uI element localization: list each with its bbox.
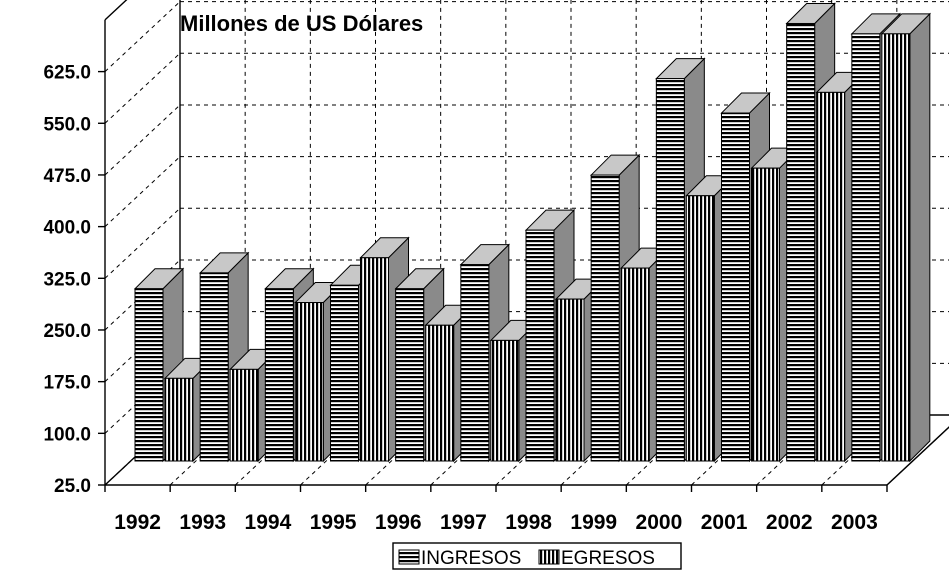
y-tick-label: 475.0: [43, 166, 91, 187]
bar-front-face: [555, 298, 585, 462]
bar-front-face: [360, 257, 389, 462]
x-tick-label: 1993: [179, 511, 226, 534]
bar-front-face: [655, 78, 685, 462]
bar-front-face: [199, 272, 229, 462]
bar-front-face: [164, 377, 194, 462]
bar-front-face: [229, 368, 259, 462]
bar-front-face: [816, 91, 846, 462]
y-tick-label: 25.0: [54, 476, 91, 497]
bar-front-face: [425, 324, 455, 462]
legend-swatch-ingresos: [398, 549, 420, 565]
legend-box: [392, 542, 682, 570]
x-tick-label: 1999: [570, 511, 617, 534]
bar-front-face: [721, 112, 750, 462]
y-tick-label: 400.0: [43, 218, 91, 239]
x-tick-label: 2002: [766, 511, 813, 534]
x-tick-label: 1995: [310, 511, 357, 534]
bar-front-face: [751, 167, 780, 462]
x-tick-label: 1994: [245, 511, 292, 534]
bar-front-face: [685, 195, 715, 462]
bar-front-face: [330, 284, 359, 462]
y-tick-label: 175.0: [43, 373, 91, 394]
bar-front-face: [851, 33, 881, 462]
bar-front-face: [134, 288, 164, 462]
grid-line-side: [104, 156, 181, 227]
bar-front-face: [881, 33, 911, 462]
grid-line-side: [104, 104, 181, 176]
floor-right-edge: [886, 426, 949, 486]
y-tick-label: 250.0: [43, 321, 91, 342]
bar-front-face: [490, 339, 520, 462]
grid-line-side: [104, 207, 181, 279]
y-tick-label: 325.0: [43, 269, 91, 290]
bar-front-face: [786, 22, 816, 462]
grid-line-side: [104, 1, 181, 72]
x-tick-label: 1997: [440, 511, 487, 534]
x-tick-label: 2001: [701, 511, 748, 534]
x-tick-label: 2003: [831, 511, 878, 534]
legend: INGRESOS EGRESOS: [392, 542, 682, 570]
bar-side-face: [909, 12, 931, 463]
y-tick-label: 100.0: [43, 424, 91, 445]
side-wall-top: [104, 0, 128, 21]
bar-front-face: [264, 288, 294, 462]
legend-label-ingresos: INGRESOS: [421, 548, 521, 569]
x-tick-label: 1996: [375, 511, 422, 534]
bar-front-face: [294, 302, 324, 462]
tick-labels: 25.0 100.0 175.0 250.0 325.0 400.0 475.0 550.0 6…: [43, 63, 877, 534]
y-tick-label: 550.0: [43, 114, 91, 135]
bar-front-face: [525, 229, 555, 462]
x-tick-label: 2000: [636, 511, 683, 534]
x-tick-label: 1998: [505, 511, 552, 534]
grid-line-side: [104, 52, 181, 124]
bar-front-face: [590, 174, 620, 462]
chart-title: Millones de US Dólares: [180, 11, 423, 36]
x-tick-label: 1992: [114, 511, 161, 534]
bar-front-face: [620, 267, 650, 462]
legend-swatch-egresos: [538, 549, 560, 565]
legend-label-egresos: EGRESOS: [561, 548, 655, 569]
y-tick-label: 625.0: [43, 63, 91, 84]
bar-egresos-2003: [880, 12, 932, 463]
bar-front-face: [395, 288, 425, 462]
bars: [133, 2, 932, 463]
bar-front-face: [460, 264, 490, 462]
